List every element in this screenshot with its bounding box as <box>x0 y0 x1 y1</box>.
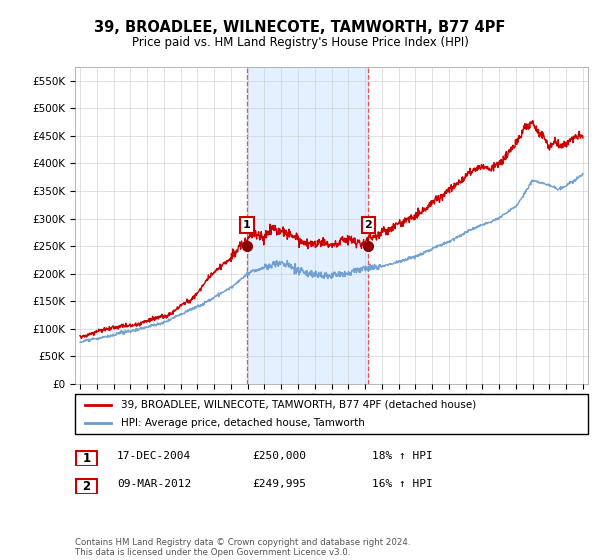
Text: 39, BROADLEE, WILNECOTE, TAMWORTH, B77 4PF (detached house): 39, BROADLEE, WILNECOTE, TAMWORTH, B77 4… <box>121 400 476 410</box>
Text: Contains HM Land Registry data © Crown copyright and database right 2024.
This d: Contains HM Land Registry data © Crown c… <box>75 538 410 557</box>
Text: 17-DEC-2004: 17-DEC-2004 <box>117 451 191 461</box>
Text: £250,000: £250,000 <box>252 451 306 461</box>
Text: 16% ↑ HPI: 16% ↑ HPI <box>372 479 433 489</box>
Text: 2: 2 <box>82 479 91 493</box>
Text: HPI: Average price, detached house, Tamworth: HPI: Average price, detached house, Tamw… <box>121 418 365 428</box>
Text: 1: 1 <box>82 451 91 465</box>
Bar <box>247 67 368 384</box>
Text: 09-MAR-2012: 09-MAR-2012 <box>117 479 191 489</box>
Text: 39, BROADLEE, WILNECOTE, TAMWORTH, B77 4PF: 39, BROADLEE, WILNECOTE, TAMWORTH, B77 4… <box>94 20 506 35</box>
Text: 1: 1 <box>243 220 251 230</box>
Text: 2: 2 <box>364 220 372 230</box>
Text: Price paid vs. HM Land Registry's House Price Index (HPI): Price paid vs. HM Land Registry's House … <box>131 36 469 49</box>
Text: 18% ↑ HPI: 18% ↑ HPI <box>372 451 433 461</box>
Text: £249,995: £249,995 <box>252 479 306 489</box>
